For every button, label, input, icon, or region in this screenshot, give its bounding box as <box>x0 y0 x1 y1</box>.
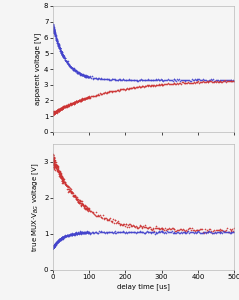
X-axis label: delay time [us]: delay time [us] <box>117 283 170 290</box>
Y-axis label: true MUX·V$_{BG}$ voltage [V]: true MUX·V$_{BG}$ voltage [V] <box>31 162 41 252</box>
Y-axis label: apparent voltage [V]: apparent voltage [V] <box>34 33 41 105</box>
